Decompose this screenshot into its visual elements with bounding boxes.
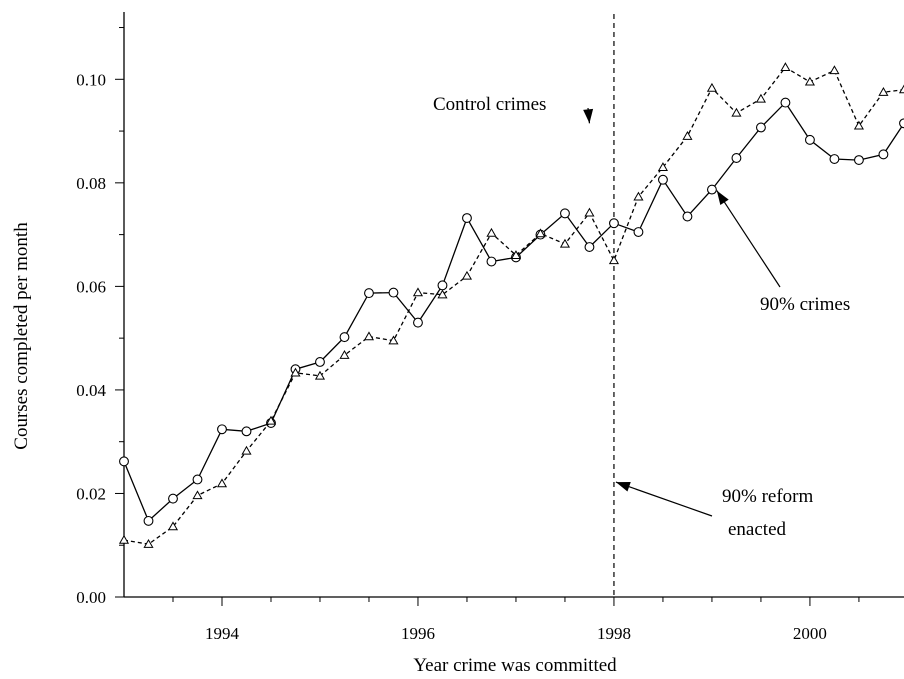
ninety-point — [829, 154, 840, 164]
ninety-point — [853, 155, 864, 166]
control-point — [682, 131, 693, 140]
tick-labels: 1994 1996 1998 2000 0.00 0.02 0.04 0.06 0.08 0.10 — [76, 70, 827, 643]
control-point — [363, 331, 375, 341]
control-line — [123, 66, 904, 545]
control-point — [143, 538, 154, 548]
y-tick-label: 0.10 — [76, 70, 106, 89]
y-tick-label: 0.00 — [76, 588, 106, 607]
control-point — [437, 289, 448, 299]
control-point — [829, 65, 840, 75]
annotation-arrows — [583, 107, 781, 517]
control-point — [118, 534, 130, 544]
control-crimes-arrow-head — [583, 108, 594, 124]
x-tick-label: 1996 — [401, 624, 435, 643]
control-point — [755, 93, 766, 103]
ninety-point — [899, 118, 904, 129]
control-point — [706, 82, 718, 92]
ninety-point — [168, 493, 178, 504]
reform-arrow-shaft — [615, 481, 713, 517]
ninety-point — [486, 256, 497, 267]
reform-label-line1: 90% reform — [722, 486, 813, 507]
control-point — [167, 521, 179, 531]
y-axis-title: Courses completed per month — [11, 222, 32, 450]
ninety-point — [217, 424, 227, 435]
control-point — [461, 270, 473, 280]
control-crimes-label: Control crimes — [433, 94, 546, 115]
ninety-point — [657, 174, 668, 185]
ninety-point — [241, 426, 252, 437]
ninety-point — [755, 122, 766, 133]
x-axis-title: Year crime was committed — [413, 655, 617, 676]
control-point — [608, 255, 620, 265]
control-point — [780, 62, 791, 72]
y-tick-label: 0.06 — [76, 277, 106, 296]
axes — [123, 12, 904, 598]
control-point — [290, 367, 301, 377]
control-point — [241, 445, 252, 455]
ninety-point — [462, 213, 472, 223]
control-point — [584, 207, 595, 217]
ninety-point — [560, 208, 570, 219]
control-point — [731, 107, 742, 117]
ninety-crimes-label: 90% crimes — [760, 294, 850, 315]
x-tick-label: 1994 — [205, 624, 240, 643]
x-tick-label: 1998 — [597, 624, 631, 643]
reform-arrow — [615, 481, 713, 517]
control-point — [486, 227, 497, 237]
control-point — [804, 76, 815, 86]
ninety-point — [437, 280, 448, 291]
ninety-crimes-arrow — [716, 190, 781, 288]
control-point — [339, 350, 350, 359]
control-point — [898, 84, 904, 94]
series-layer — [118, 62, 904, 548]
ninety-point — [780, 97, 791, 108]
control-point — [510, 250, 522, 259]
ninety-point — [608, 218, 619, 229]
y-tick-label: 0.08 — [76, 174, 106, 193]
ninety-point — [804, 134, 815, 145]
control-point — [853, 120, 864, 130]
ninety-point — [878, 149, 889, 160]
ninety-point — [364, 288, 374, 299]
ninety-point — [143, 515, 154, 526]
ninety-crimes-arrow-head — [716, 190, 729, 206]
ninety-point — [339, 332, 350, 343]
control-point — [559, 238, 571, 248]
reform-label-line2: enacted — [728, 519, 787, 540]
reform-arrow-head — [615, 482, 631, 492]
ninety-point — [413, 317, 423, 328]
control-series — [118, 62, 904, 548]
control-point — [633, 191, 644, 201]
y-tick-label: 0.04 — [76, 381, 106, 400]
ninety-crimes-arrow-shaft — [716, 190, 781, 288]
ninety-point — [388, 287, 399, 298]
control-point — [878, 87, 889, 96]
control-point — [535, 228, 546, 238]
ninety-point — [682, 211, 693, 222]
y-tick-label: 0.02 — [76, 484, 106, 503]
control-point — [216, 478, 228, 488]
ninety-point — [192, 474, 203, 485]
control-point — [412, 287, 424, 297]
control-point — [314, 370, 326, 380]
control-crimes-arrow — [583, 107, 594, 124]
ninety-point — [315, 357, 325, 367]
control-point — [265, 415, 277, 425]
control-point — [192, 490, 203, 500]
axis-ticks — [115, 27, 860, 606]
ninety-point — [706, 184, 717, 195]
control-point — [388, 335, 399, 345]
ninety-point — [633, 227, 644, 237]
ninety-point — [119, 456, 129, 467]
ninety-point — [584, 242, 595, 252]
control-point — [657, 162, 669, 171]
x-tick-label: 2000 — [793, 624, 827, 643]
ninety-point — [731, 153, 742, 163]
ninety-series — [119, 97, 904, 526]
